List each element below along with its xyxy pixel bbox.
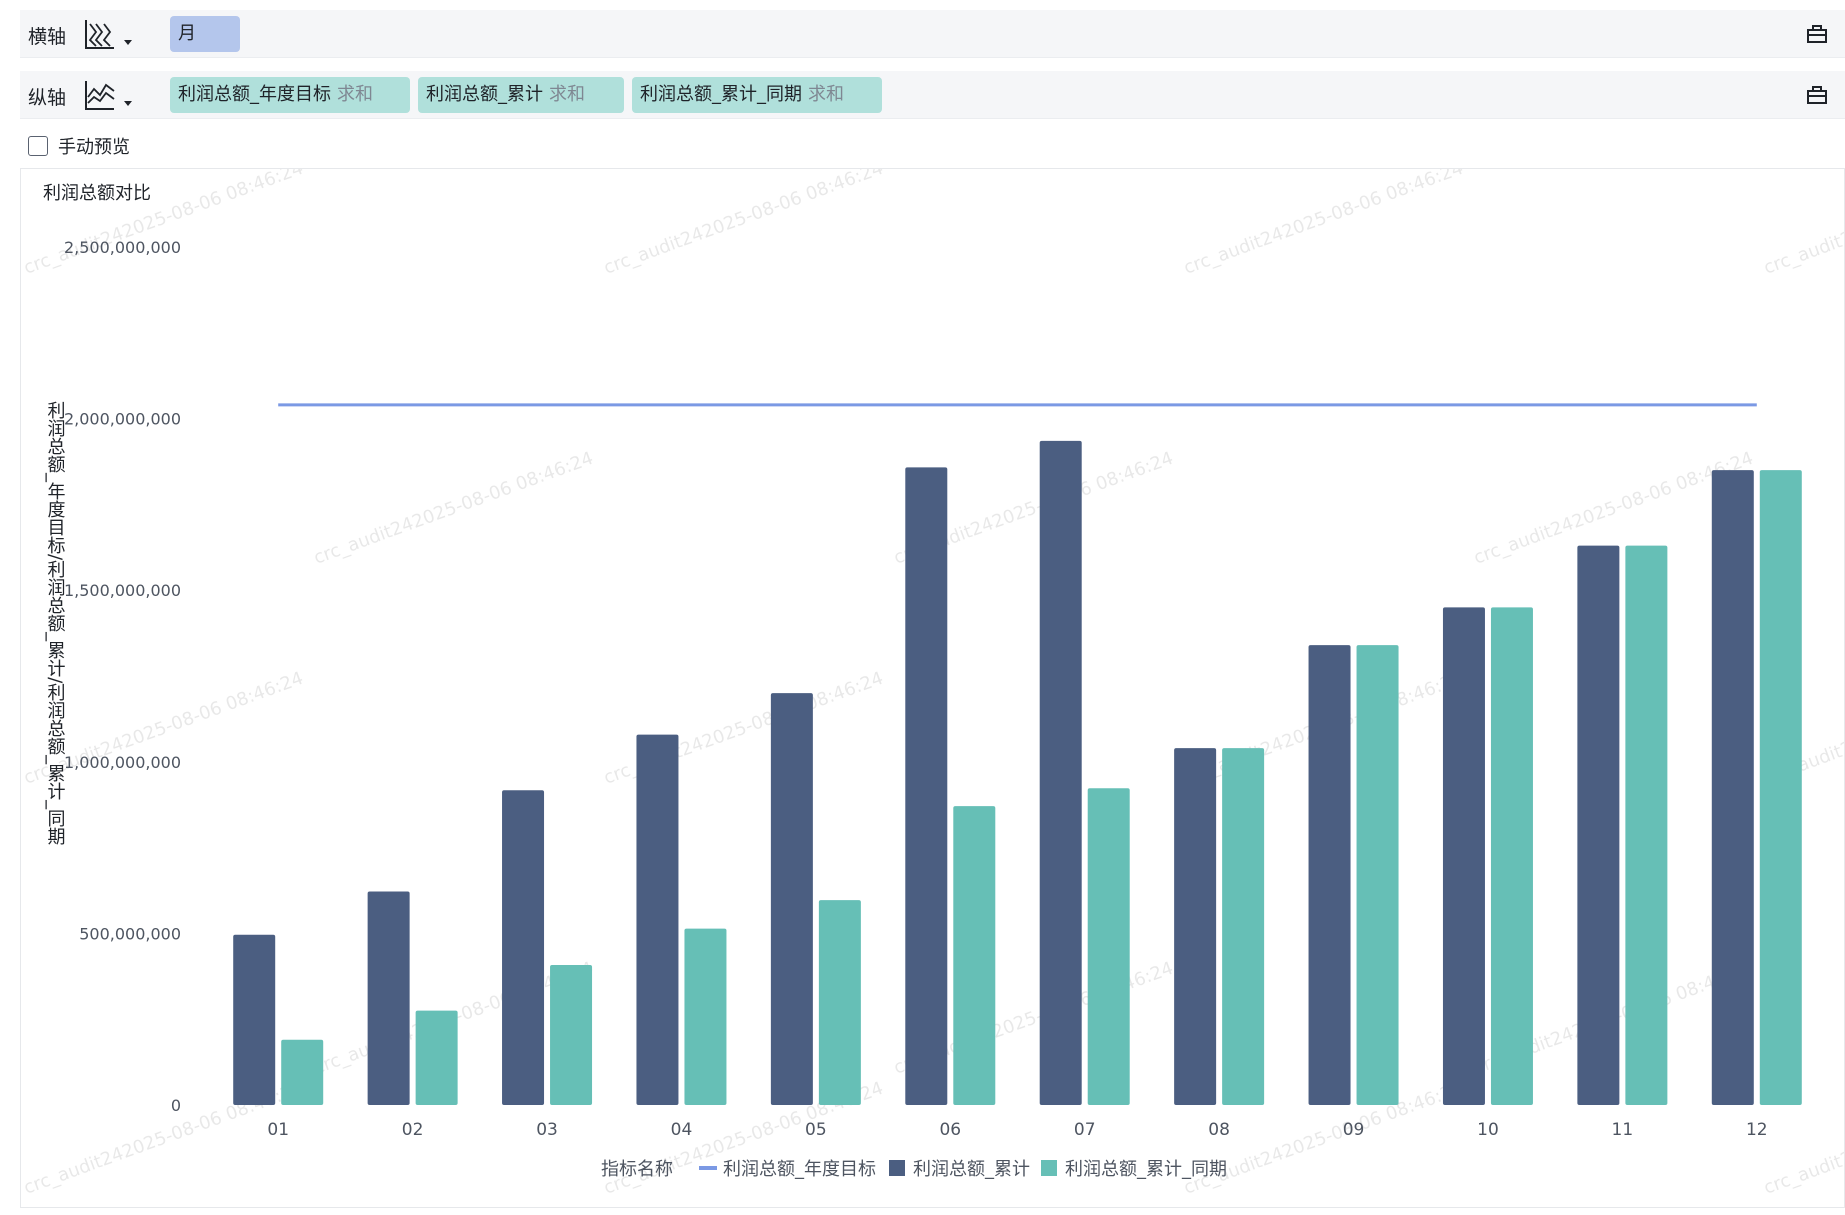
x-tick-label: 09 bbox=[1343, 1120, 1365, 1140]
bar-cumulative bbox=[636, 734, 679, 1105]
bar-same-period bbox=[1490, 607, 1533, 1105]
x-tick-label: 01 bbox=[267, 1120, 289, 1140]
x-tick-label: 02 bbox=[402, 1120, 424, 1140]
bar-same-period bbox=[1222, 748, 1265, 1105]
x-tick-label: 08 bbox=[1208, 1120, 1230, 1140]
bar-same-period bbox=[684, 928, 727, 1105]
x-tick-label: 06 bbox=[939, 1120, 961, 1140]
bar-same-period bbox=[281, 1039, 324, 1105]
bar-cumulative bbox=[1039, 440, 1082, 1106]
x-tick-label: 05 bbox=[805, 1120, 827, 1140]
bar-cumulative bbox=[233, 934, 276, 1105]
legend-marker-box bbox=[889, 1160, 905, 1176]
x-tick-label: 10 bbox=[1477, 1120, 1499, 1140]
legend-item-label: 利润总额_累计_同期 bbox=[1065, 1159, 1227, 1180]
bar-cumulative bbox=[1442, 607, 1485, 1105]
legend-item-label: 利润总额_累计 bbox=[913, 1159, 1030, 1180]
y-axis-title: 利润总额_年度目标/利润总额_累计/利润总额_累计_同期 bbox=[45, 401, 66, 845]
bar-cumulative bbox=[1577, 545, 1620, 1105]
y-tick-label: 1,500,000,000 bbox=[64, 581, 181, 600]
chart-title: 利润总额对比 bbox=[43, 183, 151, 204]
aggregation-label: 求和 bbox=[808, 84, 844, 105]
area-chart-icon[interactable] bbox=[82, 77, 118, 113]
chart-panel: crc_audit242025-08-06 08:46:24 crc_audit2… bbox=[20, 168, 1845, 1208]
x-tick-label: 11 bbox=[1612, 1120, 1634, 1140]
field-name: 利润总额_累计_同期 bbox=[640, 84, 802, 105]
measure-field-pill[interactable]: 利润总额_累计_同期 求和 bbox=[632, 77, 882, 113]
bar-same-period bbox=[1625, 545, 1668, 1105]
bar-cumulative bbox=[770, 693, 813, 1105]
manual-preview-label: 手动预览 bbox=[58, 137, 130, 158]
x-tick-label: 07 bbox=[1074, 1120, 1096, 1140]
y-tick-label: 500,000,000 bbox=[79, 924, 181, 943]
x-tick-label: 12 bbox=[1746, 1120, 1768, 1140]
bar-cumulative bbox=[905, 467, 948, 1105]
bar-cumulative bbox=[1308, 645, 1351, 1105]
measure-field-pill[interactable]: 利润总额_累计 求和 bbox=[418, 77, 624, 113]
manual-preview-checkbox[interactable] bbox=[28, 136, 48, 156]
y-tick-label: 0 bbox=[171, 1096, 181, 1115]
x-axis-config-row: 横轴 月 bbox=[20, 10, 1845, 58]
bar-same-period bbox=[415, 1010, 458, 1105]
y-axis-field-zone[interactable]: 利润总额_年度目标 求和 利润总额_累计 求和 利润总额_累计_同期 求和 bbox=[170, 75, 1795, 115]
bar-same-period bbox=[550, 964, 593, 1105]
bar-cumulative bbox=[1174, 748, 1217, 1105]
x-axis-label: 横轴 bbox=[28, 26, 67, 48]
y-axis-chart-type-dropdown[interactable] bbox=[124, 101, 132, 106]
legend-marker-box bbox=[1041, 1160, 1057, 1176]
bar-cumulative bbox=[1711, 470, 1754, 1106]
legend-marker-line bbox=[699, 1166, 717, 1170]
line-chart-icon[interactable] bbox=[82, 16, 118, 52]
x-axis-chart-type-dropdown[interactable] bbox=[124, 40, 132, 45]
bar-same-period bbox=[1087, 788, 1130, 1105]
bar-cumulative bbox=[367, 891, 410, 1105]
legend-title: 指标名称 bbox=[601, 1159, 673, 1180]
bar-same-period bbox=[1759, 470, 1802, 1106]
legend-item-label: 利润总额_年度目标 bbox=[723, 1159, 876, 1180]
bar-cumulative bbox=[502, 790, 545, 1105]
aggregation-label: 求和 bbox=[337, 84, 373, 105]
bar-same-period bbox=[1356, 645, 1399, 1105]
y-axis-config-row: 纵轴 利润总额_年度目标 求和 利润总额_累计 求和 利润总额_累计_同期 求和 bbox=[20, 71, 1845, 119]
field-name: 利润总额_年度目标 bbox=[178, 84, 331, 105]
y-tick-label: 2,500,000,000 bbox=[64, 238, 181, 257]
field-name: 月 bbox=[178, 23, 196, 44]
x-axis-settings-icon[interactable] bbox=[1805, 22, 1829, 46]
bar-same-period bbox=[818, 900, 861, 1105]
dimension-field-pill[interactable]: 月 bbox=[170, 16, 240, 52]
field-name: 利润总额_累计 bbox=[426, 84, 543, 105]
y-axis-settings-icon[interactable] bbox=[1805, 83, 1829, 107]
x-axis-field-zone[interactable]: 月 bbox=[170, 14, 1795, 54]
manual-preview-toggle[interactable]: 手动预览 bbox=[28, 134, 130, 158]
x-tick-label: 04 bbox=[671, 1120, 693, 1140]
x-tick-label: 03 bbox=[536, 1120, 558, 1140]
aggregation-label: 求和 bbox=[549, 84, 585, 105]
y-tick-label: 2,000,000,000 bbox=[64, 410, 181, 429]
y-axis-label: 纵轴 bbox=[28, 87, 67, 109]
bar-same-period bbox=[953, 806, 996, 1105]
y-tick-label: 1,000,000,000 bbox=[64, 753, 181, 772]
measure-field-pill[interactable]: 利润总额_年度目标 求和 bbox=[170, 77, 410, 113]
